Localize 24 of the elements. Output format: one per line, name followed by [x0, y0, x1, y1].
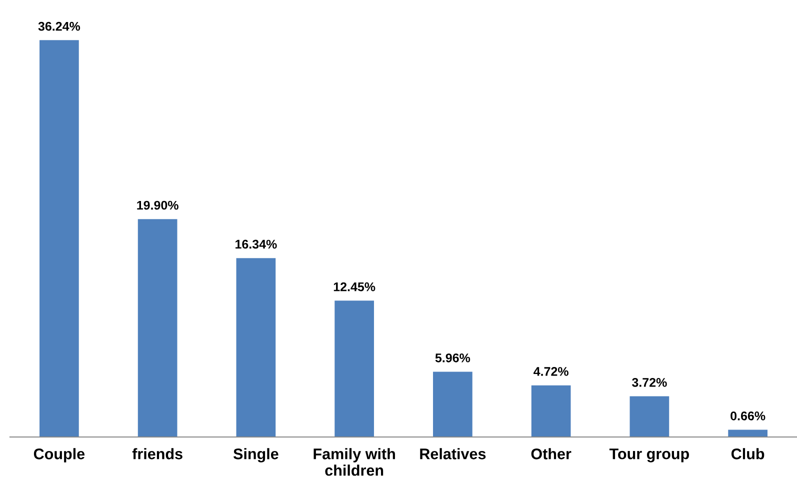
data-label: 0.66%	[730, 412, 766, 420]
data-label: 5.96%	[435, 353, 470, 362]
bar	[138, 219, 178, 437]
x-tick-label: Club	[731, 448, 764, 460]
data-label: 36.24%	[38, 22, 80, 31]
data-label: 16.34%	[236, 240, 277, 249]
x-tick-label: Tour group	[609, 448, 689, 462]
data-label: 4.72%	[534, 367, 568, 376]
bar	[630, 396, 670, 437]
x-tick-label: Other	[531, 448, 572, 460]
x-tick-label: friends	[132, 448, 182, 460]
data-label: 3.72%	[632, 378, 667, 387]
data-label: 19.90%	[137, 200, 178, 210]
bar	[433, 372, 472, 437]
bar	[334, 300, 374, 437]
x-tick-label: Single	[233, 448, 278, 462]
bar	[236, 258, 276, 437]
data-label: 12.45%	[334, 282, 376, 292]
x-tick-label: Relatives	[420, 448, 486, 460]
bar	[531, 385, 571, 437]
x-tick-label: Family with children	[314, 448, 395, 476]
x-tick-label: Couple	[34, 448, 85, 462]
bar	[728, 430, 768, 437]
bar	[40, 40, 79, 437]
